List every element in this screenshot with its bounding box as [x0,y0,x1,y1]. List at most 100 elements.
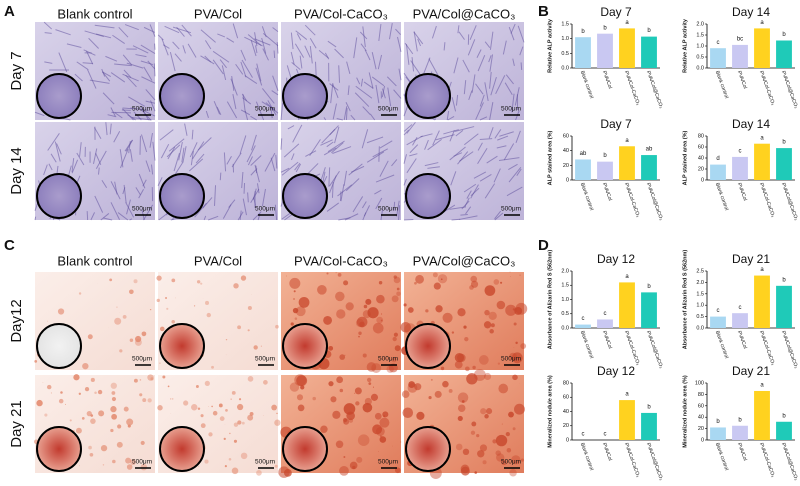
stain [335,272,337,274]
stain [374,412,382,420]
cell-streak [337,184,353,197]
stain [328,381,334,387]
cell-streak [182,146,187,163]
stain [376,316,384,324]
cell-streak [172,26,192,34]
x-tick-label: PVA/Col@CaCO₃ [780,70,799,109]
cell-streak [244,75,258,85]
stain [349,461,358,470]
y-axis-label: Absorbance of Alizarin Red S (562nm) [682,250,688,350]
significance-letter: b [603,153,607,159]
stain [457,404,466,412]
well-inset [159,426,205,472]
cell-streak [128,96,145,107]
cell-streak [389,23,393,40]
cell-streak [241,59,253,78]
cell-streak [167,146,176,160]
cell-streak [423,57,431,74]
cell-streak [476,49,482,58]
cell-streak [424,139,429,150]
x-tick-label: PVA/Col-CaCO₃ [623,182,641,218]
bar [710,48,726,68]
cell-streak [242,198,247,216]
cell-streak [395,28,401,35]
cell-streak [499,131,514,137]
cell-streak [403,129,410,136]
cell-streak [348,163,363,176]
cell-streak [323,117,327,121]
x-tick-label: PVA/Col [601,330,613,349]
stain [200,423,206,429]
column-header: Blank control [57,253,132,268]
bar [732,313,748,328]
x-tick-label: PVA/Col@CaCO₃ [780,442,799,481]
cell-streak [222,204,232,219]
stain [170,398,172,400]
cell-streak [338,217,351,221]
cell-streak [294,43,305,58]
cell-streak [212,50,230,63]
cell-streak [252,211,262,221]
stain [147,398,152,403]
cell-streak [87,69,97,89]
cell-streak [291,61,301,70]
y-tick-label: 1.5 [696,291,704,297]
cell-streak [244,36,263,47]
cell-streak [451,97,457,112]
well-inset [282,426,328,472]
stain [204,459,209,464]
stain [391,295,399,303]
cell-streak [431,25,437,39]
stain [240,452,248,460]
cell-streak [489,102,494,121]
stain [165,297,168,300]
cell-streak [109,123,112,135]
x-tick-label: Blank control [579,442,595,471]
stain [123,406,129,412]
x-tick-label: PVA/Col-CaCO₃ [623,70,641,106]
stain [247,306,252,311]
cell-streak [447,115,455,121]
stain [498,383,509,394]
stain [225,338,228,341]
scale-bar-label: 500μm [132,356,152,363]
cell-streak [409,153,418,157]
cell-streak [468,90,473,101]
cell-streak [510,23,516,34]
bar [776,40,792,68]
stain [110,406,117,413]
y-tick-label: 0.5 [696,314,704,320]
scale-bar-label: 500μm [132,106,152,113]
stain [204,380,210,386]
stain [58,398,64,404]
cell-streak [315,61,317,79]
stain [230,398,232,400]
stain [247,414,254,421]
cell-streak [494,212,504,221]
stain [495,434,508,447]
cell-streak [184,123,188,136]
stain [69,419,72,422]
cell-streak [44,32,52,34]
stain [382,411,389,418]
significance-letter: b [782,140,786,146]
stain [492,439,497,444]
cell-streak [406,122,416,134]
stain [196,280,201,284]
stain [237,325,242,330]
stain [359,321,365,328]
stain [262,415,264,416]
cell-streak [449,130,455,142]
cell-streak [254,164,260,183]
cell-streak [152,141,156,161]
cell-streak [214,185,217,206]
cell-streak [495,75,506,95]
well-inset [282,323,328,369]
stain [484,372,492,380]
stain [228,457,232,461]
cell-streak [427,166,440,169]
y-tick-label: 1.0 [561,297,569,303]
y-tick-label: 1.0 [696,43,704,49]
cell-streak [515,130,521,143]
x-tick-label: Blank control [579,70,595,99]
